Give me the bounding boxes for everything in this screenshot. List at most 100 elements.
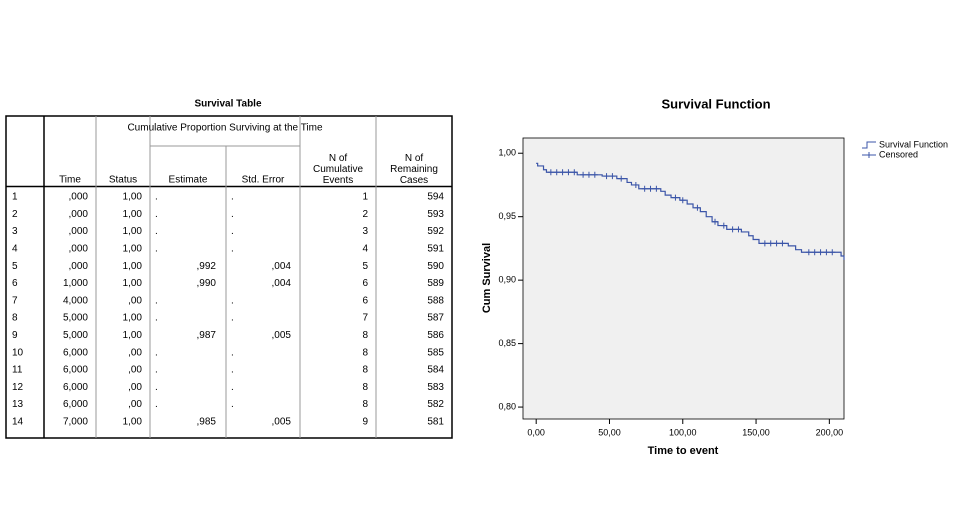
table-cell: 592	[427, 226, 444, 237]
table-cell: .	[155, 209, 158, 220]
table-cell: 9	[12, 330, 18, 341]
legend-label: Survival Function	[879, 139, 948, 149]
table-cell: 585	[427, 347, 444, 358]
table-cell: ,005	[272, 417, 292, 428]
censored-mark	[679, 197, 686, 204]
table-cell: 3	[362, 226, 368, 237]
table-cell: .	[231, 209, 234, 220]
table-cell: ,000	[69, 192, 89, 203]
censored-mark	[641, 185, 648, 192]
censored-mark	[767, 240, 774, 247]
table-cell: 589	[427, 278, 444, 289]
table-cell: ,987	[197, 330, 217, 341]
table-border	[5, 115, 453, 439]
table-cell: 11	[12, 365, 23, 376]
table-cell: 8	[362, 330, 368, 341]
table-cell: 586	[427, 330, 444, 341]
censored-mark	[580, 171, 587, 178]
table-cell: 6	[362, 295, 368, 306]
table-cell: 590	[427, 261, 444, 272]
table-cell: ,004	[272, 278, 292, 289]
table-cell: .	[155, 295, 158, 306]
x-tick-label: 150,00	[742, 427, 770, 437]
table-cell: ,000	[69, 226, 89, 237]
censored-mark	[553, 169, 560, 176]
y-tick-label: 1,00	[498, 148, 516, 158]
x-tick-label: 50,00	[598, 427, 621, 437]
table-cell: .	[155, 192, 158, 203]
table-cell: ,000	[69, 244, 89, 255]
table-cell: .	[231, 244, 234, 255]
table-cell: .	[155, 347, 158, 358]
y-tick-label: 0,85	[498, 338, 516, 348]
table-cell: 1	[362, 192, 368, 203]
table-cell: 584	[427, 365, 444, 376]
censored-mark	[761, 240, 768, 247]
table-cell: .	[231, 399, 234, 410]
table-cell: 14	[12, 417, 24, 428]
table-cell: 1,00	[123, 261, 143, 272]
column-header: N of Remaining Cases	[390, 153, 438, 186]
table-cell: .	[155, 382, 158, 393]
table-cell: .	[231, 347, 234, 358]
censored-mark	[647, 185, 654, 192]
table-cell: 4,000	[63, 295, 88, 306]
table-cell: 1,00	[123, 209, 143, 220]
group-header: Cumulative Proportion Surviving at the T…	[127, 123, 323, 134]
table-cell: 1,00	[123, 244, 143, 255]
table-cell: 7,000	[63, 417, 88, 428]
x-tick-label: 200,00	[816, 427, 844, 437]
censored-mark	[712, 218, 719, 225]
censored-mark	[571, 169, 578, 176]
censored-mark	[735, 226, 742, 233]
censored-mark	[547, 169, 554, 176]
table-cell: 1	[12, 192, 18, 203]
table-cell: 588	[427, 295, 444, 306]
table-cell: 6	[362, 278, 368, 289]
table-cell: 8	[362, 399, 368, 410]
censored-mark	[720, 222, 727, 229]
table-cell: 1,00	[123, 417, 143, 428]
table-cell: 12	[12, 382, 24, 393]
censored-mark	[591, 171, 598, 178]
table-cell: 1,00	[123, 192, 143, 203]
table-cell: 6,000	[63, 382, 88, 393]
table-cell: .	[231, 365, 234, 376]
table-cell: 8	[362, 382, 368, 393]
column-header: Estimate	[169, 175, 208, 186]
column-header: Std. Error	[242, 175, 285, 186]
censored-mark	[603, 173, 610, 180]
table-cell: ,985	[197, 417, 217, 428]
table-cell: ,000	[69, 261, 89, 272]
table-cell: ,000	[69, 209, 89, 220]
censored-mark	[779, 240, 786, 247]
table-cell: 594	[427, 192, 444, 203]
x-tick-label: 0,00	[527, 427, 545, 437]
table-cell: 1,00	[123, 313, 143, 324]
table-cell: 5	[12, 261, 18, 272]
censored-mark	[632, 181, 639, 188]
y-tick-label: 0,95	[498, 211, 516, 221]
table-cell: 5	[362, 261, 368, 272]
table-cell: .	[231, 382, 234, 393]
table-cell: .	[231, 313, 234, 324]
chart-title: Survival Function	[661, 96, 770, 111]
table-cell: ,992	[197, 261, 217, 272]
censored-mark	[618, 175, 625, 182]
table-cell: 5,000	[63, 330, 88, 341]
table-cell: 8	[362, 347, 368, 358]
table-cell: .	[155, 399, 158, 410]
x-tick-label: 100,00	[669, 427, 697, 437]
table-cell: 5,000	[63, 313, 88, 324]
table-cell: 3	[12, 226, 18, 237]
legend-swatch	[862, 152, 876, 158]
censored-mark	[585, 171, 592, 178]
table-cell: 6,000	[63, 347, 88, 358]
x-axis-label: Time to event	[648, 445, 719, 457]
table-cell: ,00	[128, 295, 142, 306]
table-cell: 1,00	[123, 330, 143, 341]
table-cell: 4	[362, 244, 368, 255]
table-cell: ,990	[197, 278, 217, 289]
